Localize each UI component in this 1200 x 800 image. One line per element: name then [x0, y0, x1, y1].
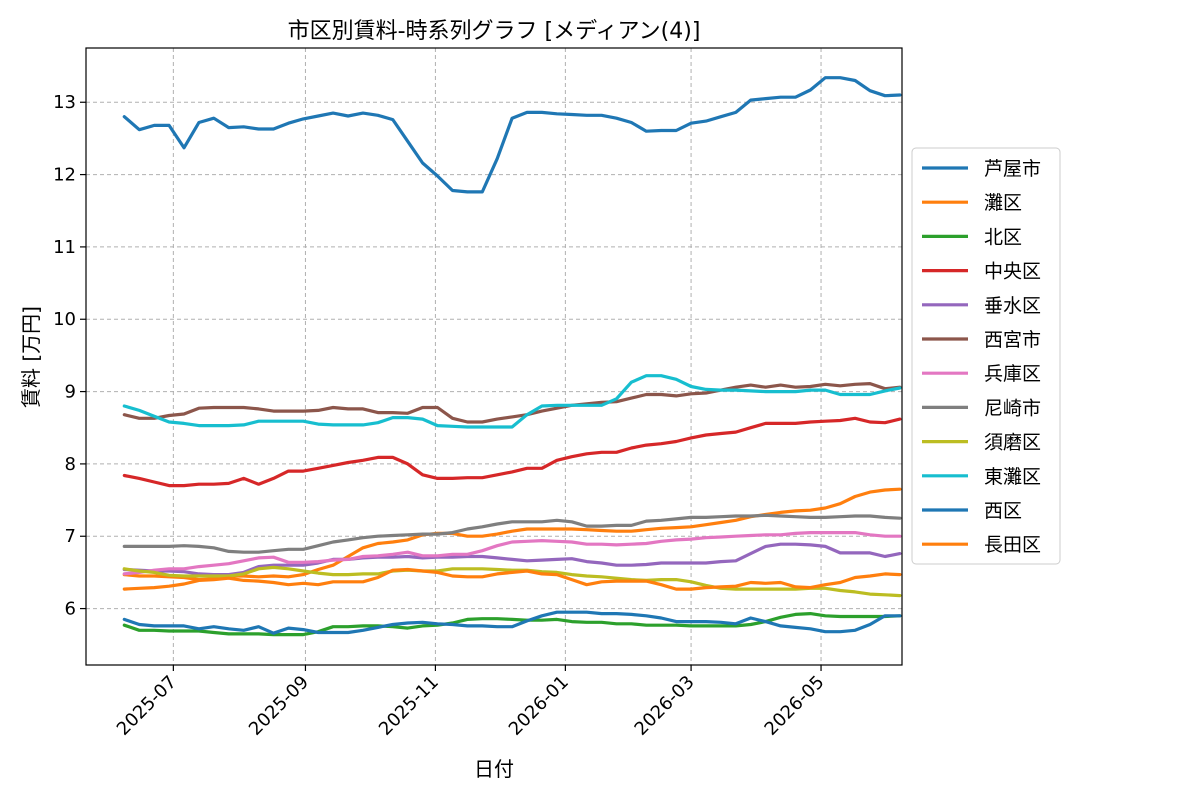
x-axis-ticks: 2025-07 2025-09 2025-11 2026-01 2026-03 2026-… — [113, 665, 829, 740]
y-tick-label: 8 — [65, 454, 76, 475]
y-axis-label: 賃料 [万円] — [19, 306, 43, 408]
legend-frame — [911, 147, 1061, 565]
x-tick-label: 2026-01 — [505, 672, 573, 740]
series-line-8 — [122, 513, 902, 554]
legend-label: 灘区 — [984, 192, 1022, 214]
y-tick-label: 10 — [53, 309, 76, 330]
series-line-6 — [122, 382, 902, 424]
plot-area-frame — [85, 47, 903, 666]
legend-label: 兵庫区 — [984, 363, 1041, 385]
legend-label: 須磨区 — [984, 432, 1041, 454]
y-tick-label: 12 — [53, 165, 76, 186]
legend-label: 芦屋市 — [984, 158, 1041, 180]
y-tick-label: 6 — [65, 599, 76, 620]
x-tick-label: 2025-11 — [375, 672, 443, 740]
y-tick-label: 11 — [53, 237, 76, 258]
series-line-3 — [122, 611, 902, 637]
x-tick-label: 2025-07 — [113, 672, 181, 740]
legend-label: 尼崎市 — [984, 397, 1041, 419]
series-line-2 — [122, 487, 902, 582]
chart-title: 市区別賃料-時系列グラフ [メディアン(4)] — [288, 19, 701, 44]
legend-label: 垂水区 — [984, 295, 1041, 317]
series-line-11 — [122, 610, 902, 635]
series-line-5 — [122, 542, 902, 577]
series-line-9 — [122, 565, 902, 598]
legend-label: 西宮市 — [984, 329, 1041, 351]
legend-label: 東灘区 — [984, 466, 1041, 488]
legend-label: 中央区 — [984, 261, 1041, 283]
plot-series — [122, 76, 902, 637]
y-axis-ticks: 6 7 8 9 10 11 12 13 — [53, 92, 86, 620]
series-line-7 — [122, 530, 902, 576]
x-axis-label: 日付 — [474, 757, 514, 781]
legend-label: 北区 — [984, 226, 1022, 248]
series-line-1 — [122, 76, 902, 194]
x-tick-label: 2026-05 — [761, 672, 829, 740]
legend-label: 長田区 — [984, 534, 1041, 556]
series-line-10 — [122, 374, 902, 429]
series-line-12 — [122, 567, 902, 591]
y-tick-label: 7 — [65, 526, 76, 547]
y-tick-label: 13 — [53, 92, 76, 113]
legend-label: 西区 — [984, 500, 1022, 522]
x-tick-label: 2025-09 — [245, 672, 313, 740]
grid — [86, 48, 902, 665]
series-line-4 — [122, 416, 902, 488]
x-tick-label: 2026-03 — [631, 672, 699, 740]
y-tick-label: 9 — [65, 382, 76, 403]
